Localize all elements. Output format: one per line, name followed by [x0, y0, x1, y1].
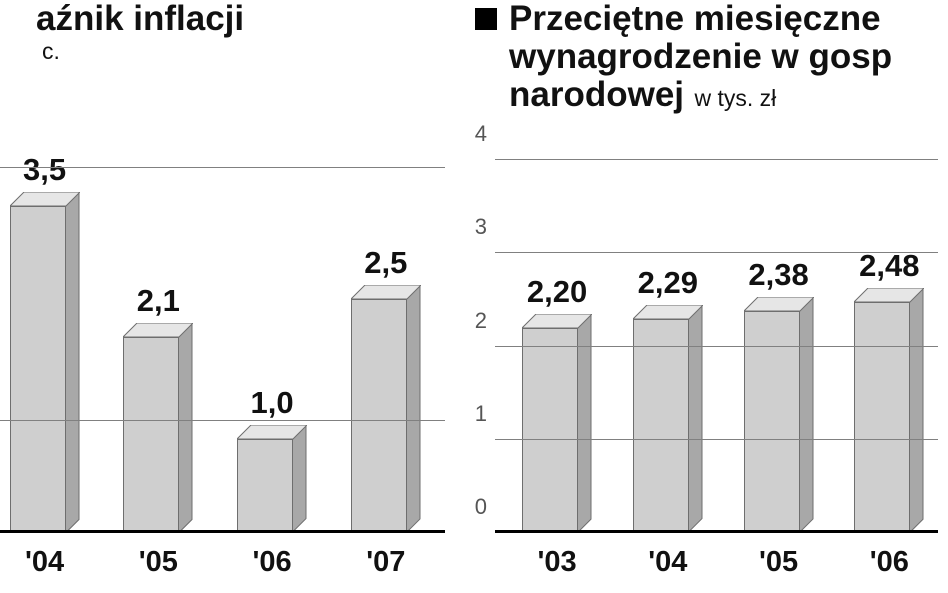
bar-side [65, 192, 80, 534]
inflation-subtitle: c. [42, 38, 60, 64]
bar: 1,0 [237, 385, 307, 533]
inflation-plot: 3,5 2,1 1,0 2,5 '04 '05 '06 '07 [0, 130, 455, 593]
x-axis-label: '05 [759, 546, 798, 579]
x-axis-label: '03 [537, 546, 576, 579]
bar-front [123, 337, 179, 534]
bar-side [909, 288, 924, 533]
grid-line [495, 439, 938, 440]
bar-front [522, 328, 578, 533]
x-axis-label: '06 [870, 546, 909, 579]
inflation-title-block: aźnik inflacji c. [0, 0, 455, 65]
bar-top [633, 305, 703, 320]
wage-title-block: Przeciętne miesięczne wynagrodzenie w go… [455, 0, 948, 113]
bar-value-label: 2,5 [364, 245, 407, 281]
y-tick-label: 2 [475, 308, 495, 334]
bar-front [10, 206, 66, 534]
bar-side [799, 297, 814, 533]
inflation-title: aźnik inflacji [36, 0, 244, 38]
wage-subtitle: w tys. zł [694, 85, 776, 111]
bar-top [237, 425, 307, 440]
y-tick-label: 0 [475, 494, 495, 520]
bar: 2,5 [351, 245, 421, 533]
bar-value-label: 2,20 [527, 274, 587, 310]
grid-line [495, 159, 938, 160]
bar-top [522, 314, 592, 329]
inflation-baseline [0, 530, 445, 533]
bar: 2,29 [633, 265, 703, 533]
bar-side [406, 285, 421, 533]
bar-top [10, 192, 80, 207]
bar-top [744, 297, 814, 312]
bar-front [744, 311, 800, 533]
bar-front [633, 319, 689, 533]
wage-chart-panel: Przeciętne miesięczne wynagrodzenie w go… [455, 0, 948, 593]
x-axis-label: '04 [648, 546, 687, 579]
x-axis-label: '04 [25, 546, 64, 579]
bar-value-label: 2,38 [748, 257, 808, 293]
bar-value-label: 1,0 [251, 385, 294, 421]
bar-front [351, 299, 407, 533]
bar: 2,1 [123, 283, 193, 534]
grid-line [495, 346, 938, 347]
bar-top [351, 285, 421, 300]
grid-line [495, 252, 938, 253]
bar: 2,20 [522, 274, 592, 533]
bar-front [237, 439, 293, 533]
wage-title-line1: Przeciętne miesięczne [509, 0, 881, 38]
bar-value-label: 2,1 [137, 283, 180, 319]
bar-value-label: 3,5 [23, 152, 66, 188]
wage-title-line2: wynagrodzenie w gosp [509, 37, 892, 76]
bullet-icon [475, 8, 497, 30]
grid-line [0, 420, 445, 421]
grid-line [0, 167, 445, 168]
inflation-chart-panel: aźnik inflacji c. 3,5 2,1 1,0 2,5 '04 '05 '06… [0, 0, 455, 593]
bar: 3,5 [10, 152, 80, 534]
bar-front [854, 302, 910, 533]
y-tick-label: 1 [475, 401, 495, 427]
wage-plot: 2,202,292,382,48 01234 '03'04'05'06 [455, 150, 948, 593]
x-axis-label: '05 [139, 546, 178, 579]
bar-side [292, 425, 307, 533]
x-axis-label: '07 [366, 546, 405, 579]
bar-top [854, 288, 924, 303]
wage-title-line3: narodowej [509, 75, 684, 114]
bar-side [178, 323, 193, 534]
y-tick-label: 3 [475, 214, 495, 240]
bar-value-label: 2,29 [638, 265, 698, 301]
bar-side [688, 305, 703, 533]
bar-top [123, 323, 193, 338]
bar-side [577, 314, 592, 533]
bar: 2,38 [744, 257, 814, 533]
bar: 2,48 [854, 248, 924, 533]
y-tick-label: 4 [475, 121, 495, 147]
wage-baseline [495, 530, 938, 533]
x-axis-label: '06 [253, 546, 292, 579]
